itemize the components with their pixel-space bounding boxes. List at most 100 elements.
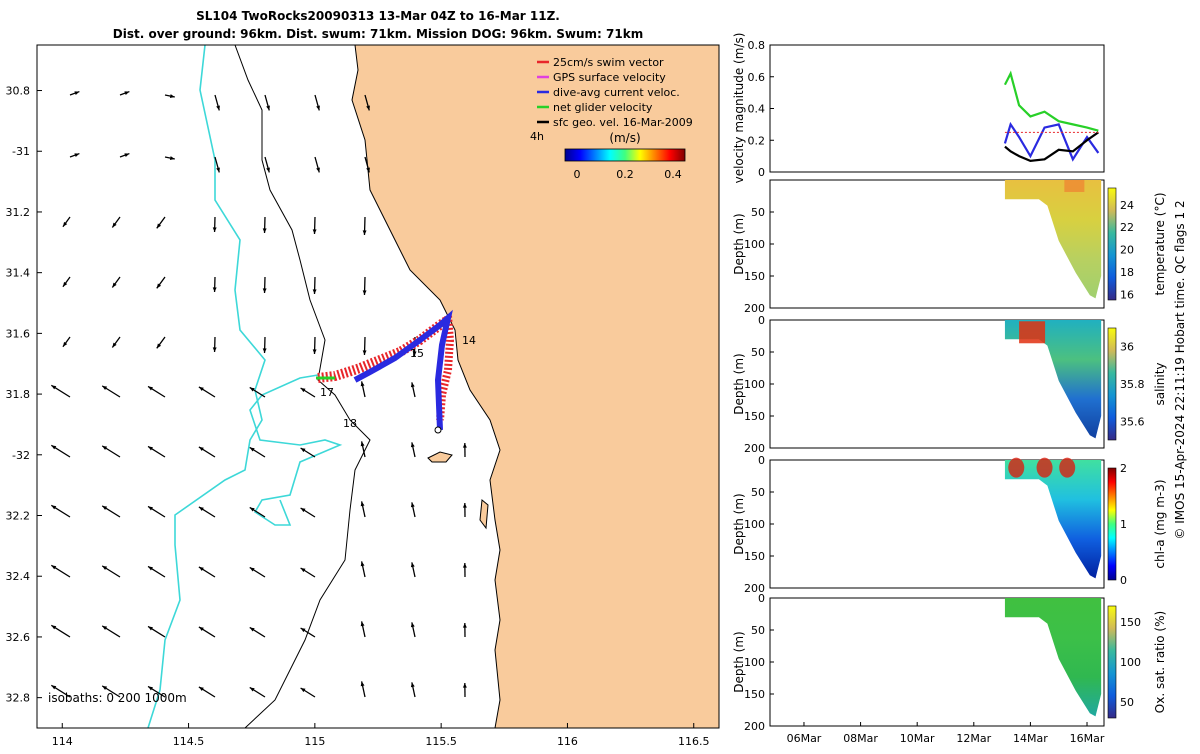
map-y-tick-label: -32 [12,449,30,462]
map-y-tick-label: 32.8 [6,692,31,705]
velocity-ylabel: velocity magnitude (m/s) [732,33,746,184]
glider-end-marker [435,427,441,433]
day-label-17: 17 [320,386,334,399]
credit-text: © IMOS 15-Apr-2024 22:11:19 Hobart time.… [1173,200,1187,539]
velocity-y-tick-label: 0.4 [748,103,766,116]
chla-colorbar [1108,468,1116,580]
temperature-colorbar-tick: 16 [1120,288,1134,301]
map-x-tick-label: 115.5 [425,735,457,748]
chla-colorbar-tick: 1 [1120,518,1127,531]
chla-colorbar-tick: 2 [1120,462,1127,475]
oxygen-y-tick-label: 100 [744,656,765,669]
oxygen-y-tick-label: 0 [758,592,765,605]
oxygen-colorbar-tick: 100 [1120,656,1141,669]
isobaths-label: isobaths: 0 200 1000m [48,691,187,705]
salinity-ylabel: Depth (m) [732,353,746,414]
salinity-colorbar [1108,328,1116,440]
salinity-y-tick-label: 100 [744,378,765,391]
salinity-y-tick-label: 50 [751,346,765,359]
panels-x-tick-label: 14Mar [1013,732,1048,745]
oxygen-ylabel: Depth (m) [732,631,746,692]
map-colorbar [565,149,685,161]
title-line-2: Dist. over ground: 96km. Dist. swum: 71k… [113,27,643,41]
legend-entry: GPS surface velocity [553,71,666,84]
temperature-colorbar-tick: 18 [1120,266,1134,279]
map-y-tick-label: 31.8 [6,388,31,401]
chla-y-tick-label: 150 [744,550,765,563]
chla-max-patch [1037,458,1053,478]
chla-y-tick-label: 0 [758,454,765,467]
temperature-y-tick-label: 150 [744,270,765,283]
panels-x-tick-label: 06Mar [787,732,822,745]
temperature-ylabel: Depth (m) [732,213,746,274]
oxygen-colorbar [1108,606,1116,718]
time-series-panels: 0 0.2 0.4 0.6 0.8 velocity magnitude (m/s) 5… [732,33,1167,745]
temperature-colorbar-tick: 24 [1120,199,1134,212]
salinity-colorbar-tick: 36 [1120,341,1134,354]
map-x-tick-label: 114 [52,735,73,748]
legend-entry: net glider velocity [553,101,653,114]
legend-entry: sfc geo. vel. 16-Mar-2009 [553,116,693,129]
map-x-tick-label: 115 [304,735,325,748]
oxygen-colorbar-tick: 50 [1120,696,1134,709]
legend-entry: 25cm/s swim vector [553,56,664,69]
title-line-1: SL104 TwoRocks20090313 13-Mar 04Z to 16-… [196,9,560,23]
map-y-tick-label: 31.2 [6,206,31,219]
map-colorbar-tick-label: 0.4 [664,168,682,181]
temperature-colorbar-tick: 20 [1120,244,1134,257]
velocity-y-tick-label: 0.8 [748,39,766,52]
legend-entry: dive-avg current veloc. [553,86,680,99]
map-y-tick-label: 32.2 [6,510,31,523]
oxygen-y-tick-label: 50 [751,624,765,637]
map-x-tick-label: 114.5 [173,735,205,748]
salinity-high-patch [1019,321,1045,343]
oxygen-colorbar-label: Ox. sat. ratio (%) [1153,611,1167,713]
chla-colorbar-label: chl-a (mg m-3) [1153,479,1167,568]
panels-x-tick-label: 16Mar [1070,732,1105,745]
velocity-y-tick-label: 0.2 [748,134,766,147]
chla-max-patch [1008,458,1024,478]
velocity-y-tick-label: 0.6 [748,71,766,84]
chla-max-patch [1059,458,1075,478]
legend-tag: 4h [530,130,544,143]
temperature-y-tick-label: 100 [744,238,765,251]
map-y-tick-label: 32.4 [6,570,31,583]
oxygen-colorbar-tick: 150 [1120,616,1141,629]
map-x-tick-label: 116 [557,735,578,748]
chla-y-tick-label: 50 [751,486,765,499]
salinity-y-tick-label: 0 [758,314,765,327]
velocity-y-tick-label: 0 [758,166,765,179]
map-y-tick-label: 30.8 [6,85,31,98]
map-y-tick-label: -31 [12,145,30,158]
map-y-tick-label: 31.6 [6,327,31,340]
salinity-colorbar-tick: 35.8 [1120,378,1145,391]
map-colorbar-tick-label: 0 [574,168,581,181]
temperature-colorbar [1108,188,1116,300]
map-colorbar-tick-label: 0.2 [616,168,634,181]
oxygen-y-tick-label: 200 [744,720,765,733]
map-y-tick-label: 31.4 [6,267,31,280]
colorbar-label: (m/s) [609,131,640,145]
salinity-colorbar-label: salinity [1153,362,1167,405]
panels-x-tick-label: 08Mar [843,732,878,745]
panels-x-tick-label: 10Mar [900,732,935,745]
salinity-colorbar-tick: 35.6 [1120,415,1145,428]
salinity-y-tick-label: 150 [744,410,765,423]
day-label-18: 18 [343,417,357,430]
oxygen-y-tick-label: 150 [744,688,765,701]
chla-colorbar-tick: 0 [1120,574,1127,587]
temperature-warm-patch [1064,180,1084,192]
panels-x-tick-label: 12Mar [956,732,991,745]
map-y-tick-label: 32.6 [6,631,31,644]
day-label-14: 14 [462,334,476,347]
chla-y-tick-label: 100 [744,518,765,531]
oxygen-panel: 0 50 100 150 200 Depth (m) 50 100 150 Ox. sat. ra… [732,592,1167,733]
chla-ylabel: Depth (m) [732,493,746,554]
day-label-15: 15 [410,347,424,360]
